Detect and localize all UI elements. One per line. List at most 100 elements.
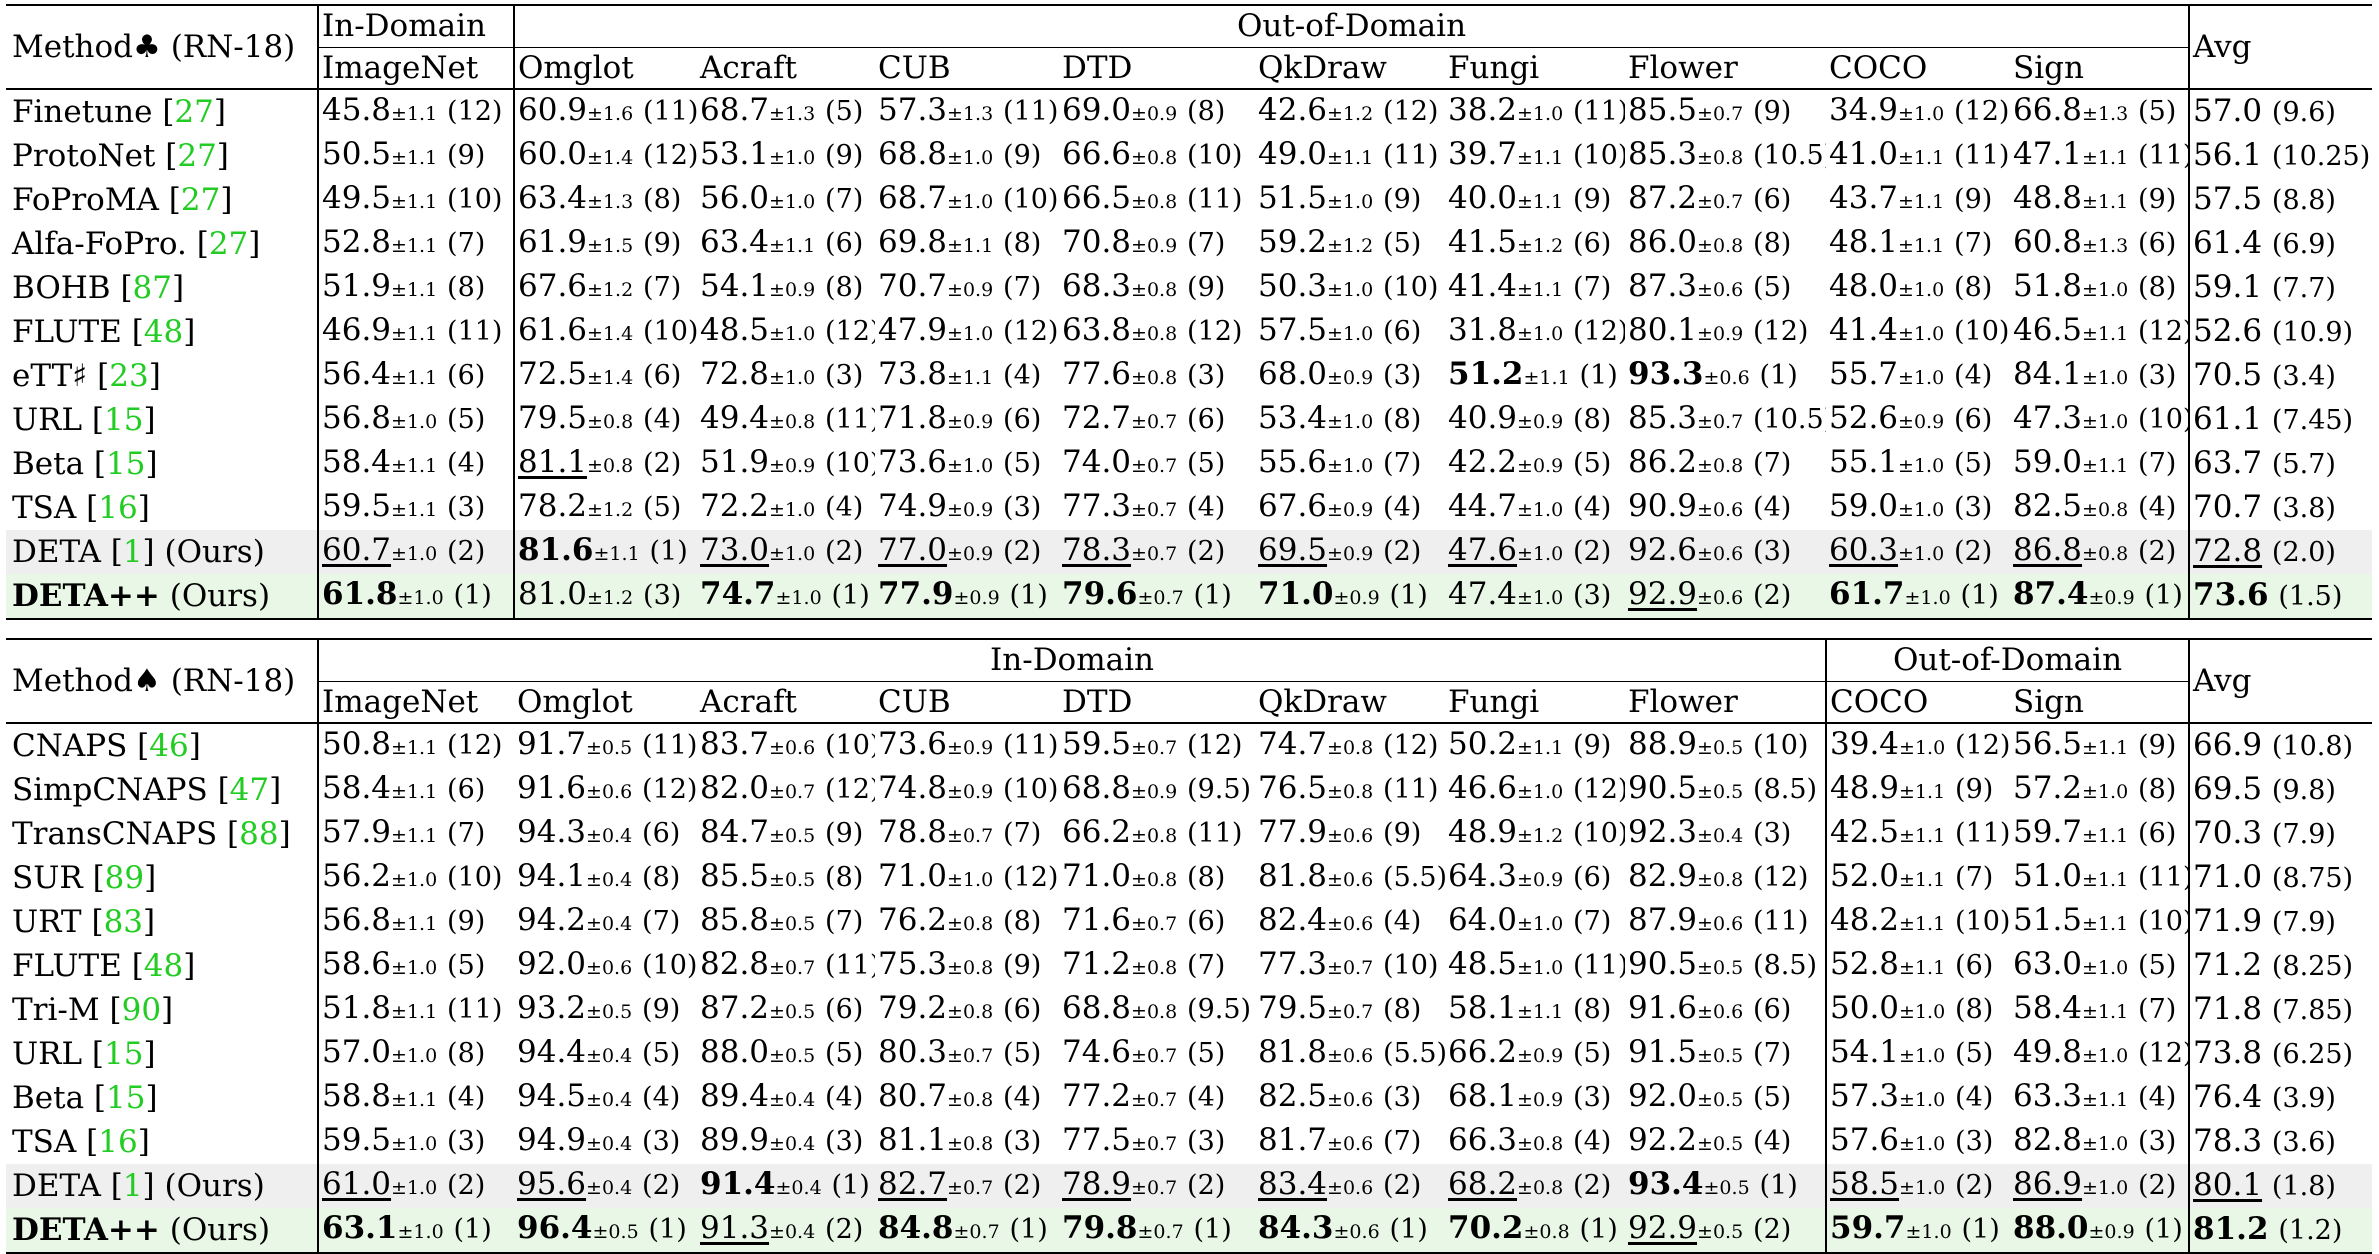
avg-cell: 72.8 (2.0)	[2189, 530, 2373, 574]
rank-value: (7)	[1753, 448, 1792, 479]
value-cell: 91.3±0.4 (2)	[697, 1208, 875, 1254]
value: 54.1	[700, 268, 770, 304]
value: 79.5	[518, 400, 588, 436]
value: 78.2	[518, 488, 588, 524]
value-cell: 68.8±1.0 (9)	[875, 134, 1059, 178]
ci-value: ±1.0	[2082, 1177, 2129, 1199]
club-symbol: ♣	[133, 29, 161, 65]
value: 93.2	[517, 990, 587, 1026]
ci-value: ±0.5	[586, 1001, 633, 1023]
rank-value: (9.5)	[1187, 994, 1252, 1025]
rank-value: (5)	[642, 1038, 681, 1069]
rank-value: (10)	[1954, 316, 2010, 347]
ci-value: ±0.9	[947, 781, 994, 803]
table-row: FLUTE [48] 58.6±1.0 (5) 92.0±0.6 (10) 82.8±…	[6, 944, 2372, 988]
value-cell: 95.6±0.4 (2)	[514, 1164, 697, 1208]
value: 61.8	[322, 576, 398, 612]
ci-value: ±0.9	[1327, 543, 1374, 565]
value-cell: 78.3±0.7 (2)	[1059, 530, 1255, 574]
ci-value: ±1.3	[769, 103, 816, 125]
value: 60.7	[322, 532, 392, 568]
value-cell: 85.3±0.8 (10.5)	[1625, 134, 1826, 178]
value-cell: 66.8±1.3 (5)	[2010, 89, 2191, 134]
method-name: Tri-M	[12, 992, 100, 1028]
rank-value: (11)	[1954, 140, 2010, 171]
value-cell: 85.8±0.5 (7)	[697, 900, 875, 944]
rank-value: (1)	[831, 1170, 870, 1201]
value-cell: 69.0±0.9 (8)	[1059, 89, 1255, 134]
ci-value: ±0.7	[1697, 103, 1744, 125]
ci-value: ±0.4	[586, 1089, 633, 1111]
value-cell: 77.0±0.9 (2)	[875, 530, 1059, 574]
value-cell: 67.6±0.9 (4)	[1255, 486, 1445, 530]
ci-value: ±0.8	[1517, 1177, 1564, 1199]
value: 87.4	[2013, 576, 2089, 612]
value-cell: 81.0±1.2 (3)	[514, 574, 697, 620]
avg-cell: 61.1 (7.45)	[2189, 398, 2372, 442]
rank-value: (8)	[447, 272, 486, 303]
rank-value: (5)	[2138, 950, 2177, 981]
value: 92.9	[1628, 576, 1698, 612]
ci-value: ±1.1	[391, 737, 438, 759]
value: 47.9	[878, 312, 948, 348]
rank-value: (11)	[1187, 818, 1243, 849]
rank-value: (9)	[1573, 184, 1612, 215]
value-cell: 46.9±1.1 (11)	[318, 310, 515, 354]
rank-value: (9)	[1753, 96, 1792, 127]
ci-value: ±1.1	[391, 147, 438, 169]
rank-value: (8)	[643, 184, 682, 215]
table1-body: Finetune [27] 45.8±1.1 (12) 60.9±1.6 (11) 6…	[6, 89, 2373, 620]
rank-value: (2)	[642, 1170, 681, 1201]
value: 93.3	[1628, 356, 1704, 392]
value: 67.6	[518, 268, 588, 304]
rank-value: (10)	[2138, 906, 2190, 937]
value-cell: 83.7±0.6 (10)	[697, 723, 875, 768]
value: 92.0	[1628, 1078, 1698, 1114]
value-cell: 86.2±0.8 (7)	[1625, 442, 1826, 486]
value: 82.8	[2013, 1122, 2083, 1158]
citation-link: 47	[229, 772, 270, 808]
rank-value: (9)	[1383, 818, 1422, 849]
ci-value: ±0.8	[1131, 191, 1178, 213]
value: 48.5	[700, 312, 770, 348]
rank-value: (5)	[1187, 448, 1226, 479]
value-cell: 85.5±0.7 (9)	[1625, 89, 1826, 134]
value-cell: 80.7±0.8 (4)	[875, 1076, 1059, 1120]
rank-value: (11)	[825, 950, 875, 981]
rank-value: (11)	[1955, 818, 2010, 849]
rank-value: (1)	[1579, 1214, 1618, 1245]
value: 91.7	[517, 726, 587, 762]
rank-value: (5.5)	[1383, 1038, 1445, 1069]
value-cell: 57.5±1.0 (6)	[1255, 310, 1445, 354]
ci-value: ±0.7	[769, 781, 816, 803]
method-name: DETA++	[12, 1212, 160, 1248]
value: 81.6	[518, 532, 594, 568]
ci-value: ±0.8	[1131, 825, 1178, 847]
rank-value: (6)	[825, 228, 864, 259]
rank-value: (10)	[1955, 906, 2010, 937]
rank-value: (3)	[2138, 1126, 2177, 1157]
rank-value: (10)	[1003, 774, 1059, 805]
rank-value: (2)	[1753, 580, 1792, 611]
value-cell: 84.8±0.7 (1)	[875, 1208, 1059, 1254]
value: 85.3	[1628, 136, 1698, 172]
ci-value: ±0.6	[1327, 1133, 1374, 1155]
value-cell: 77.9±0.6 (9)	[1255, 812, 1445, 856]
value: 90.9	[1628, 488, 1698, 524]
avg-rank: (10.8)	[2271, 731, 2354, 762]
rank-value: (10)	[643, 316, 697, 347]
rank-value: (12)	[1003, 862, 1059, 893]
ci-value: ±1.3	[2082, 103, 2129, 125]
value: 74.0	[1062, 444, 1132, 480]
value-cell: 71.0±0.8 (8)	[1059, 856, 1255, 900]
rank-value: (10.5)	[1753, 404, 1826, 435]
value-cell: 82.8±0.7 (11)	[697, 944, 875, 988]
rank-value: (7)	[825, 906, 864, 937]
ci-value: ±1.1	[2082, 1001, 2129, 1023]
ci-value: ±1.4	[587, 147, 634, 169]
method-suffix: (Ours)	[164, 534, 265, 570]
rank-value: (3)	[1383, 1082, 1422, 1113]
value: 42.5	[1830, 814, 1900, 850]
ci-value: ±1.0	[1327, 455, 1374, 477]
rank-value: (12)	[643, 140, 697, 171]
